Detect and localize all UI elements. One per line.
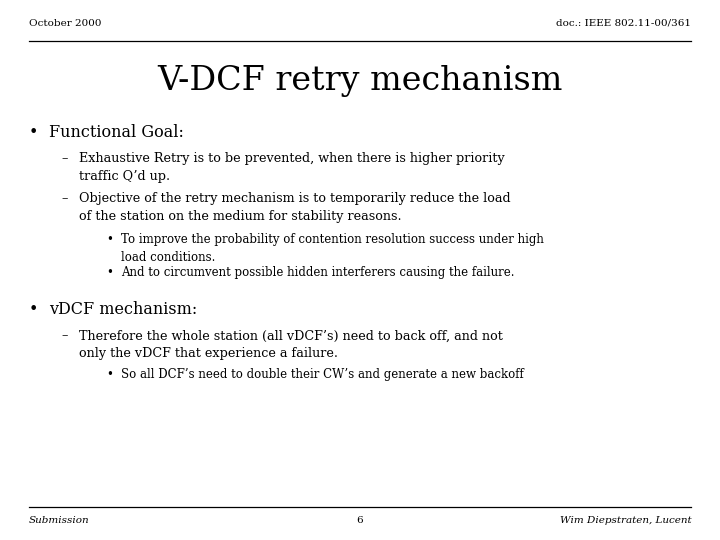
Text: And to circumvent possible hidden interferers causing the failure.: And to circumvent possible hidden interf… xyxy=(121,266,515,279)
Text: Wim Diepstraten, Lucent: Wim Diepstraten, Lucent xyxy=(559,516,691,525)
Text: •: • xyxy=(107,368,114,381)
Text: Submission: Submission xyxy=(29,516,89,525)
Text: vDCF mechanism:: vDCF mechanism: xyxy=(49,301,197,318)
Text: •: • xyxy=(29,301,38,318)
Text: –: – xyxy=(61,152,68,165)
Text: •: • xyxy=(107,233,114,246)
Text: Therefore the whole station (all vDCF’s) need to back off, and not
only the vDCF: Therefore the whole station (all vDCF’s)… xyxy=(79,329,503,360)
Text: October 2000: October 2000 xyxy=(29,19,102,28)
Text: Exhaustive Retry is to be prevented, when there is higher priority
traffic Q’d u: Exhaustive Retry is to be prevented, whe… xyxy=(79,152,505,183)
Text: To improve the probability of contention resolution success under high
load cond: To improve the probability of contention… xyxy=(121,233,544,264)
Text: •: • xyxy=(29,124,38,141)
Text: doc.: IEEE 802.11-00/361: doc.: IEEE 802.11-00/361 xyxy=(556,19,691,28)
Text: •: • xyxy=(107,266,114,279)
Text: V-DCF retry mechanism: V-DCF retry mechanism xyxy=(157,65,563,97)
Text: 6: 6 xyxy=(356,516,364,525)
Text: Objective of the retry mechanism is to temporarily reduce the load
of the statio: Objective of the retry mechanism is to t… xyxy=(79,192,510,222)
Text: –: – xyxy=(61,192,68,205)
Text: –: – xyxy=(61,329,68,342)
Text: So all DCF’s need to double their CW’s and generate a new backoff: So all DCF’s need to double their CW’s a… xyxy=(121,368,523,381)
Text: Functional Goal:: Functional Goal: xyxy=(49,124,184,141)
